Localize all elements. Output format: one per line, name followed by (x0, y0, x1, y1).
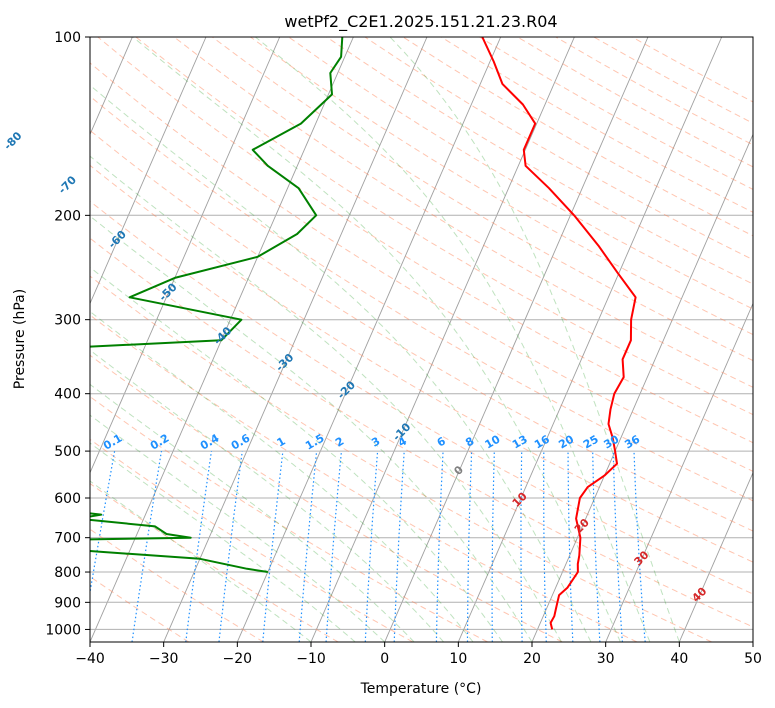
x-tick-label: 0 (380, 651, 389, 667)
dry-adiabat-line (90, 354, 563, 642)
isotherm-line (163, 37, 428, 642)
x-tick-label: 50 (744, 651, 762, 667)
dry-adiabat-line (212, 37, 753, 362)
mixing-ratio-line (298, 451, 318, 642)
y-tick-label: 600 (54, 491, 81, 507)
y-tick-label: 500 (54, 444, 81, 460)
x-tick-label: 30 (597, 651, 615, 667)
isotherm-line (90, 37, 281, 474)
chart-title: wetPf2_C2E1.2025.151.21.23.R04 (284, 12, 557, 32)
moist-adiabat-line (132, 37, 621, 642)
isotherm-line (531, 133, 753, 642)
mixing-ratio-line (131, 450, 163, 642)
dry-adiabat-line (288, 37, 753, 310)
moist-adiabat-line (90, 414, 386, 642)
y-tick-label: 1000 (45, 622, 81, 638)
moist-adiabat-line (90, 349, 444, 642)
x-tick-label: −10 (296, 651, 326, 667)
isotherm-line (90, 37, 207, 305)
dry-adiabat-line (173, 37, 753, 388)
y-tick-label: 100 (54, 30, 81, 46)
moist-adiabat-line (90, 215, 533, 642)
dry-adiabat-line (90, 275, 712, 642)
mixing-ratio-line (185, 451, 213, 642)
dry-adiabat-line (90, 482, 339, 642)
dry-adiabat-line (90, 237, 753, 628)
moist-adiabat-line (90, 310, 474, 642)
y-tick-label: 900 (54, 595, 81, 611)
mixing-ratio-line (325, 451, 342, 642)
moist-adiabat-line (389, 37, 680, 642)
y-tick-label: 400 (54, 387, 81, 403)
x-tick-label: −20 (223, 651, 253, 667)
dry-adiabat-line (90, 314, 638, 642)
dry-adiabat-line (90, 438, 414, 642)
moist-adiabat-line (90, 383, 415, 642)
plot-frame (89, 36, 754, 643)
dry-adiabat-line (90, 95, 753, 502)
y-tick-label: 700 (54, 531, 81, 547)
x-tick-label: −30 (149, 651, 179, 667)
dewpoint-profile-line (90, 37, 344, 573)
plot-area (90, 37, 753, 642)
dry-adiabat-line (326, 37, 753, 285)
dry-adiabat-line (90, 164, 753, 563)
moist-adiabat-line (90, 266, 503, 642)
dry-adiabat-line (90, 129, 753, 532)
dry-adiabat-line (135, 37, 753, 416)
axes: −40 −30 −20 −10 0 10 20 30 40 50 100 200 300 400 500 60… (45, 30, 762, 667)
dry-adiabat-line (90, 62, 753, 472)
temperature-profile-line (481, 37, 637, 630)
isotherm-line (384, 37, 649, 642)
isotherm-line (605, 302, 753, 642)
mixing-ratio-line (262, 451, 284, 642)
mixing-ratio-line (218, 451, 243, 642)
y-axis-label: Pressure (hPa) (12, 289, 28, 389)
dry-adiabat-line (90, 200, 753, 595)
isotherm-line (310, 37, 575, 642)
moist-adiabat-line (255, 37, 651, 642)
moist-adiabat-line (90, 155, 562, 642)
x-axis-label: Temperature (°C) (360, 681, 482, 697)
isotherm-line (457, 37, 723, 642)
moist-adiabat-line (90, 480, 312, 642)
y-tick-label: 200 (54, 208, 81, 224)
x-tick-label: −40 (75, 651, 105, 667)
x-tick-label: 10 (449, 651, 467, 667)
y-tick-label: 800 (54, 565, 81, 581)
x-tick-label: 40 (670, 651, 688, 667)
isotherm-line (236, 37, 502, 642)
x-tick-label: 20 (523, 651, 541, 667)
isotherm-line (678, 471, 753, 642)
y-tick-label: 300 (54, 313, 81, 329)
